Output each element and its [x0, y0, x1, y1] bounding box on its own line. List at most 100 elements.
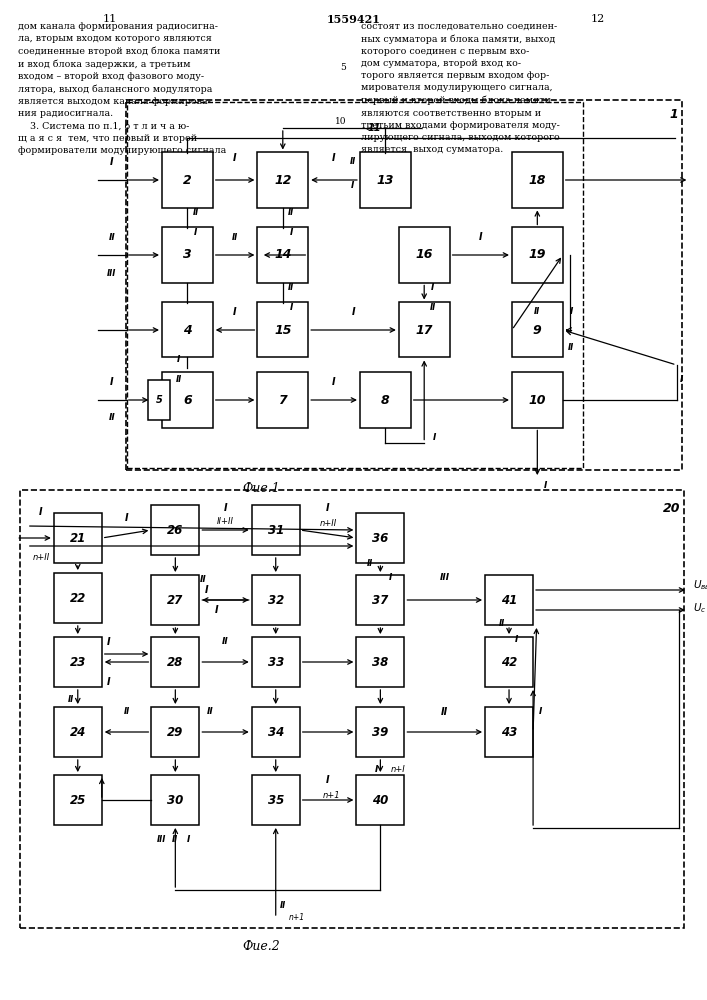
Bar: [257, 302, 308, 357]
Bar: [252, 505, 300, 555]
Text: II: II: [350, 157, 356, 166]
Text: $U_c$: $U_c$: [693, 601, 706, 615]
Text: I: I: [544, 481, 547, 489]
Text: 38: 38: [373, 656, 388, 668]
Text: II: II: [176, 375, 182, 384]
Bar: [162, 302, 213, 357]
Text: II+II: II+II: [217, 518, 234, 526]
Text: 4: 4: [183, 324, 192, 336]
Text: I: I: [39, 507, 43, 517]
Bar: [356, 775, 404, 825]
Text: 36: 36: [373, 532, 388, 544]
Text: I: I: [107, 677, 111, 687]
Text: 23: 23: [70, 656, 86, 668]
Text: 22: 22: [70, 591, 86, 604]
Bar: [257, 152, 308, 208]
Bar: [127, 102, 583, 468]
Text: дом канала формирования радиосигна-
ла, вторым входом которого являются
соединен: дом канала формирования радиосигна- ла, …: [18, 22, 226, 155]
Text: 34: 34: [268, 726, 284, 738]
Text: 10: 10: [529, 393, 546, 406]
Text: 40: 40: [373, 794, 388, 806]
Bar: [162, 228, 213, 282]
Text: 2: 2: [183, 174, 192, 186]
Bar: [360, 372, 411, 428]
Text: I: I: [679, 375, 683, 384]
Text: 28: 28: [168, 656, 183, 668]
Text: II: II: [173, 835, 178, 844]
Text: II: II: [193, 208, 199, 217]
Text: II: II: [499, 618, 505, 628]
Bar: [54, 573, 102, 623]
Text: I: I: [332, 153, 336, 163]
Text: I: I: [124, 513, 129, 523]
Bar: [151, 505, 199, 555]
Text: 31: 31: [268, 524, 284, 536]
Text: I: I: [479, 232, 483, 242]
Text: 35: 35: [268, 794, 284, 806]
Text: I: I: [290, 228, 293, 237]
Text: 12: 12: [274, 174, 291, 186]
Text: II: II: [568, 344, 574, 353]
Text: III: III: [107, 268, 117, 277]
Bar: [151, 575, 199, 625]
Text: II: II: [430, 303, 436, 312]
Text: 7: 7: [279, 393, 287, 406]
Bar: [399, 228, 450, 282]
Bar: [512, 302, 563, 357]
Text: I: I: [351, 180, 354, 190]
Text: I: I: [107, 637, 111, 647]
Text: I: I: [351, 307, 356, 317]
Text: II: II: [367, 559, 373, 568]
Text: II: II: [68, 694, 74, 704]
Text: n+I: n+I: [391, 764, 405, 774]
Text: 10: 10: [335, 117, 346, 126]
Text: 17: 17: [416, 324, 433, 336]
Text: n+1: n+1: [323, 790, 340, 800]
Text: 14: 14: [274, 248, 291, 261]
Text: 11: 11: [368, 123, 382, 133]
Bar: [356, 707, 404, 757]
Text: I: I: [326, 775, 330, 785]
Text: Фие.2: Фие.2: [243, 940, 281, 953]
Text: 29: 29: [168, 726, 183, 738]
Bar: [485, 707, 533, 757]
Text: Фие.1: Фие.1: [243, 482, 281, 495]
Text: 5: 5: [156, 395, 163, 405]
Text: III: III: [156, 835, 166, 844]
Text: n+1: n+1: [289, 914, 305, 922]
Text: II: II: [441, 707, 448, 717]
Text: I: I: [233, 153, 237, 163]
Bar: [54, 513, 102, 563]
Bar: [151, 775, 199, 825]
Bar: [54, 775, 102, 825]
Bar: [356, 637, 404, 687]
Bar: [20, 490, 684, 928]
Text: I: I: [110, 157, 114, 167]
Text: I: I: [570, 308, 573, 316]
Bar: [54, 707, 102, 757]
Text: 19: 19: [529, 248, 546, 261]
Text: II: II: [534, 308, 540, 316]
Bar: [512, 372, 563, 428]
Text: 5: 5: [341, 64, 346, 73]
Text: II: II: [280, 902, 286, 910]
Text: I: I: [194, 228, 197, 237]
Text: I: I: [431, 283, 434, 292]
Text: 43: 43: [501, 726, 517, 738]
Text: 13: 13: [377, 174, 394, 186]
Text: III: III: [440, 573, 450, 582]
Text: 16: 16: [416, 248, 433, 261]
Text: I: I: [332, 377, 336, 387]
Text: n+II: n+II: [33, 554, 49, 562]
Bar: [162, 152, 213, 208]
Text: 24: 24: [70, 726, 86, 738]
Text: II: II: [199, 575, 206, 584]
Text: II: II: [206, 708, 214, 716]
Text: I: I: [215, 605, 219, 615]
Text: I: I: [233, 307, 237, 317]
Text: $U_{вых}$: $U_{вых}$: [693, 578, 707, 592]
Bar: [512, 152, 563, 208]
Bar: [252, 775, 300, 825]
Text: n+II: n+II: [320, 520, 337, 528]
Bar: [252, 575, 300, 625]
